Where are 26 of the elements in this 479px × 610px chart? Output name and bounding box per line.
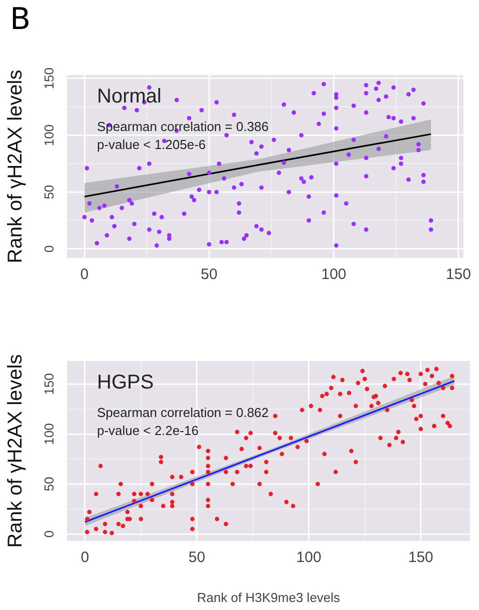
x-tick-label: 0 [80,266,89,284]
annotation: Spearman correlation = 0.862 [97,405,269,420]
text: HGPS [97,372,154,394]
annotation: p-value < 2.2e-16 [97,423,199,438]
y-tick-label: 0 [42,530,57,538]
x-tick-label: 100 [321,266,346,284]
x-tick-label: 150 [408,549,434,566]
text: B [10,2,31,37]
x-axis-title: Rank of H3K9me3 levels [196,590,341,605]
x-tick-label: 50 [188,549,206,566]
y-tick-label: 150 [42,68,57,90]
annotation: Spearman correlation = 0.386 [97,119,269,134]
y-tick-label: 50 [42,184,57,200]
x-tick-label: 50 [200,266,218,284]
y-tick-label: 50 [42,476,57,492]
y-tick-label: 100 [42,423,57,445]
y-tick-label: 0 [42,245,57,253]
y-axis-title: Rank of γH2AX levels [4,70,27,264]
text: Normal [97,86,162,108]
x-tick-label: 150 [446,266,471,284]
x-tick-label: 100 [296,549,322,566]
y-axis-title: Rank of γH2AX levels [4,354,27,548]
y-tick-label: 100 [42,124,57,146]
y-tick-label: 150 [42,373,57,395]
annotation: p-value < 1.205e-6 [97,137,206,152]
x-tick-label: 0 [80,549,90,566]
